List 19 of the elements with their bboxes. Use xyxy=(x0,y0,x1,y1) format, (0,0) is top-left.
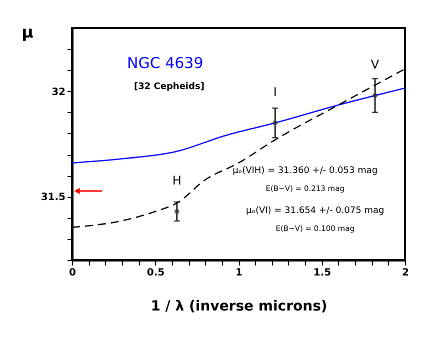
annotation: H xyxy=(172,173,182,188)
text: NGC 4639 xyxy=(127,54,204,72)
y-tick-label: 32 xyxy=(52,86,66,98)
x-tick-label: 2 xyxy=(402,268,410,278)
x-tick-label: 0.5 xyxy=(146,268,165,278)
point xyxy=(372,92,378,98)
x-axis-title: 1 / λ (inverse microns) xyxy=(150,298,328,314)
point xyxy=(272,120,278,126)
point xyxy=(174,208,180,214)
text: [32 Cepheids] xyxy=(134,82,204,92)
x-tick-label: 0 xyxy=(69,268,76,278)
annotation: μₒ(VIH) = 31.360 +/- 0.053 mag xyxy=(232,166,378,176)
y-tick-label: 31.5 xyxy=(40,192,66,204)
x-tick-label: 1 xyxy=(236,268,243,278)
annotation: V xyxy=(370,57,380,72)
annotation: μₒ(VI) = 31.654 +/- 0.075 mag xyxy=(246,206,384,216)
annotation: I xyxy=(273,84,277,99)
x-tick-label: 1.5 xyxy=(313,268,332,278)
y-axis-title: μ xyxy=(22,22,34,42)
